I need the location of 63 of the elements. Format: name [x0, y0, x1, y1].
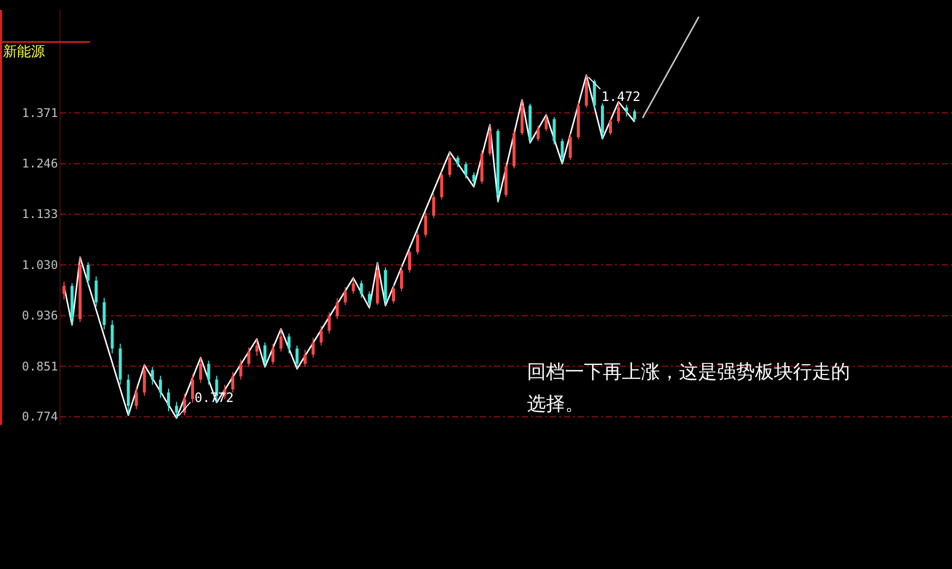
candlestick [304, 349, 307, 368]
candlestick [150, 366, 154, 386]
candlestick [255, 338, 258, 356]
annotation: 回档一下再上涨，这是强势板块行走的选择。 [527, 360, 851, 417]
candlestick [440, 170, 444, 200]
candlestick [464, 162, 468, 179]
candlestick [608, 117, 612, 136]
candlestick [102, 297, 106, 330]
candlestick [279, 328, 282, 352]
candlestick [191, 374, 194, 403]
candlestick [633, 108, 636, 122]
candlestick [94, 276, 98, 308]
candlestick [400, 265, 404, 292]
candlestick [271, 343, 274, 365]
candlestick [288, 333, 291, 354]
candlestick [408, 248, 412, 274]
candlestick [296, 344, 299, 370]
candlestick [472, 172, 476, 188]
candlestick [424, 211, 428, 238]
candlestick [560, 138, 564, 164]
candlestick [166, 388, 170, 412]
candlestick [416, 230, 420, 256]
candlestick [552, 116, 556, 145]
annotation: 1.472 [601, 90, 640, 106]
candlestick [86, 262, 90, 286]
candlestick [239, 358, 242, 380]
candlestick [544, 114, 548, 132]
y-tick-label: 1.133 [22, 207, 58, 222]
candlestick [368, 290, 371, 308]
candlestick [62, 281, 66, 300]
candlestick [207, 360, 210, 386]
candlestick [175, 401, 178, 419]
candlestick [328, 312, 331, 334]
y-tick-label: 0.774 [22, 410, 58, 424]
candlestick [456, 155, 460, 168]
y-tick-label: 1.246 [22, 156, 58, 171]
candlestick [142, 364, 146, 396]
candlestick [360, 280, 363, 298]
candlestick [199, 357, 202, 384]
candlestick [448, 151, 452, 178]
candlestick [617, 101, 620, 124]
candlestick [568, 133, 572, 160]
candlestick [344, 286, 347, 306]
y-tick-label: 0.851 [22, 359, 58, 374]
candlestick [488, 124, 492, 156]
candlestick [231, 371, 234, 394]
candlestick [392, 284, 395, 304]
candlestick [432, 193, 436, 218]
y-tick-label: 1.030 [22, 258, 58, 272]
candlestick [263, 342, 266, 368]
candlestick [536, 125, 540, 142]
y-tick-label: 0.936 [22, 308, 58, 323]
y-tick-label: 1.371 [22, 106, 58, 120]
candlestick [336, 297, 339, 320]
candlestick [110, 320, 114, 354]
candlestick [625, 104, 628, 117]
text: 新能源 [3, 44, 45, 60]
candlestick [312, 337, 315, 358]
candlestick [158, 375, 162, 398]
candlestick [134, 386, 138, 410]
candlestick [320, 326, 323, 346]
candlestick [247, 346, 250, 368]
candlestick [352, 277, 355, 295]
